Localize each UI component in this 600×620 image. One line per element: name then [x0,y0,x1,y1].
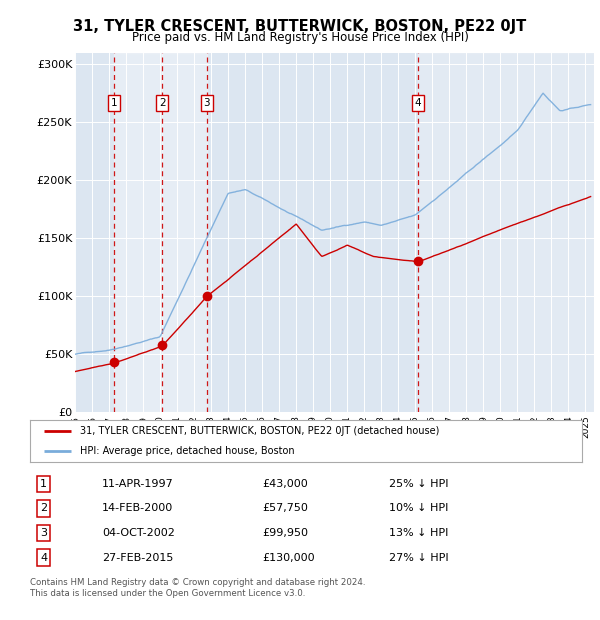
Text: This data is licensed under the Open Government Licence v3.0.: This data is licensed under the Open Gov… [30,589,305,598]
Text: 3: 3 [203,98,210,108]
Text: 11-APR-1997: 11-APR-1997 [102,479,173,489]
Text: 10% ↓ HPI: 10% ↓ HPI [389,503,448,513]
Text: 25% ↓ HPI: 25% ↓ HPI [389,479,448,489]
Bar [162,53,207,412]
Text: 2: 2 [159,98,166,108]
Text: Contains HM Land Registry data © Crown copyright and database right 2024.: Contains HM Land Registry data © Crown c… [30,578,365,587]
Bar [114,53,162,412]
Text: 31, TYLER CRESCENT, BUTTERWICK, BOSTON, PE22 0JT (detached house): 31, TYLER CRESCENT, BUTTERWICK, BOSTON, … [80,426,439,436]
Text: 27% ↓ HPI: 27% ↓ HPI [389,552,448,562]
Text: 3: 3 [40,528,47,538]
Text: £57,750: £57,750 [262,503,308,513]
Text: 4: 4 [415,98,421,108]
Text: 04-OCT-2002: 04-OCT-2002 [102,528,175,538]
Text: 1: 1 [110,98,117,108]
Text: 1: 1 [40,479,47,489]
Text: 27-FEB-2015: 27-FEB-2015 [102,552,173,562]
Bar [418,53,594,412]
Text: 2: 2 [40,503,47,513]
Text: Price paid vs. HM Land Registry's House Price Index (HPI): Price paid vs. HM Land Registry's House … [131,31,469,44]
Text: £99,950: £99,950 [262,528,308,538]
Text: 4: 4 [40,552,47,562]
Text: 14-FEB-2000: 14-FEB-2000 [102,503,173,513]
Text: 13% ↓ HPI: 13% ↓ HPI [389,528,448,538]
Text: HPI: Average price, detached house, Boston: HPI: Average price, detached house, Bost… [80,446,295,456]
Text: £43,000: £43,000 [262,479,308,489]
Text: £130,000: £130,000 [262,552,314,562]
Text: 31, TYLER CRESCENT, BUTTERWICK, BOSTON, PE22 0JT: 31, TYLER CRESCENT, BUTTERWICK, BOSTON, … [73,19,527,33]
